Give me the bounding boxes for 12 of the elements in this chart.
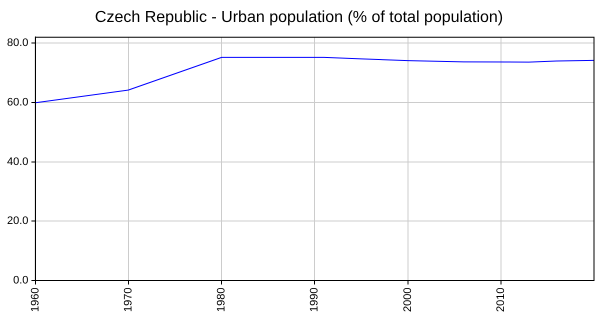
y-tick-label: 20.0 (6, 215, 28, 228)
y-tick-label: 40.0 (6, 156, 28, 168)
y-tick-label: 80.0 (6, 37, 28, 50)
x-tick-label: 1960 (29, 288, 42, 312)
x-tick-label: 1990 (308, 288, 321, 312)
x-tick-label: 1970 (122, 288, 135, 312)
y-tick-label: 60.0 (6, 96, 28, 109)
x-tick-label: 1980 (216, 288, 228, 312)
x-tick-label: 2010 (494, 288, 507, 312)
x-tick-label: 2000 (402, 288, 414, 312)
y-tick-label: 0.0 (13, 274, 28, 287)
chart-title: Czech Republic - Urban population (% of total population) (94, 9, 504, 26)
